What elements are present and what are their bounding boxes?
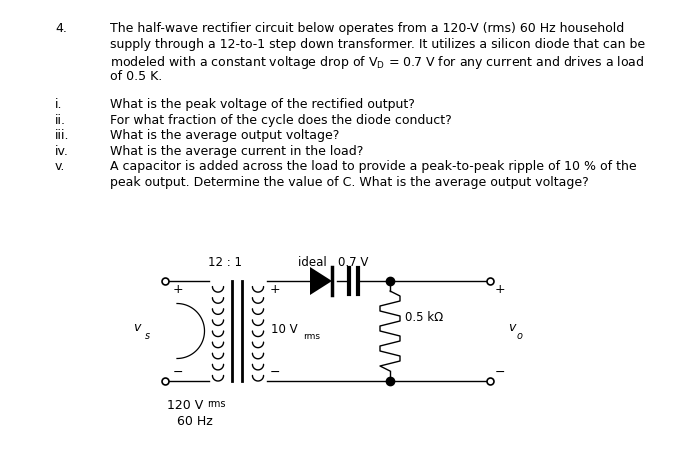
Text: The half-wave rectifier circuit below operates from a 120-V (rms) 60 Hz househol: The half-wave rectifier circuit below op…	[110, 22, 624, 35]
Text: −: −	[495, 366, 505, 379]
Text: What is the peak voltage of the rectified output?: What is the peak voltage of the rectifie…	[110, 98, 415, 111]
Text: What is the average output voltage?: What is the average output voltage?	[110, 129, 340, 142]
Text: ii.: ii.	[55, 113, 66, 127]
Text: 10 V: 10 V	[271, 323, 298, 335]
Polygon shape	[310, 267, 332, 295]
Text: +: +	[270, 283, 281, 296]
Text: i.: i.	[55, 98, 62, 111]
Text: peak output. Determine the value of C. What is the average output voltage?: peak output. Determine the value of C. W…	[110, 175, 589, 189]
Text: supply through a 12-to-1 step down transformer. It utilizes a silicon diode that: supply through a 12-to-1 step down trans…	[110, 38, 645, 51]
Text: modeled with a constant voltage drop of V$_\mathregular{D}$ = 0.7 V for any curr: modeled with a constant voltage drop of …	[110, 54, 645, 71]
Text: −: −	[270, 366, 281, 379]
Text: rms: rms	[207, 399, 225, 409]
Text: 0.5 kΩ: 0.5 kΩ	[405, 310, 443, 324]
Text: What is the average current in the load?: What is the average current in the load?	[110, 144, 363, 158]
Text: A capacitor is added across the load to provide a peak-to-peak ripple of 10 % of: A capacitor is added across the load to …	[110, 160, 636, 173]
Text: 60 Hz: 60 Hz	[177, 415, 213, 428]
Text: 4.: 4.	[55, 22, 67, 35]
Text: −: −	[173, 366, 183, 379]
Text: of 0.5 K.: of 0.5 K.	[110, 70, 162, 83]
Text: $v$: $v$	[508, 320, 517, 333]
Text: rms: rms	[303, 332, 320, 340]
Text: $o$: $o$	[516, 331, 524, 341]
Text: ideal   0.7 V: ideal 0.7 V	[298, 256, 368, 269]
Text: +: +	[173, 283, 183, 296]
Text: For what fraction of the cycle does the diode conduct?: For what fraction of the cycle does the …	[110, 113, 452, 127]
Text: +: +	[495, 283, 505, 296]
Text: 12 : 1: 12 : 1	[208, 256, 242, 269]
Text: $s$: $s$	[144, 331, 151, 341]
Text: iii.: iii.	[55, 129, 69, 142]
Text: v.: v.	[55, 160, 65, 173]
Text: $v$: $v$	[134, 320, 143, 333]
Text: iv.: iv.	[55, 144, 69, 158]
Text: 120 V: 120 V	[167, 399, 203, 412]
